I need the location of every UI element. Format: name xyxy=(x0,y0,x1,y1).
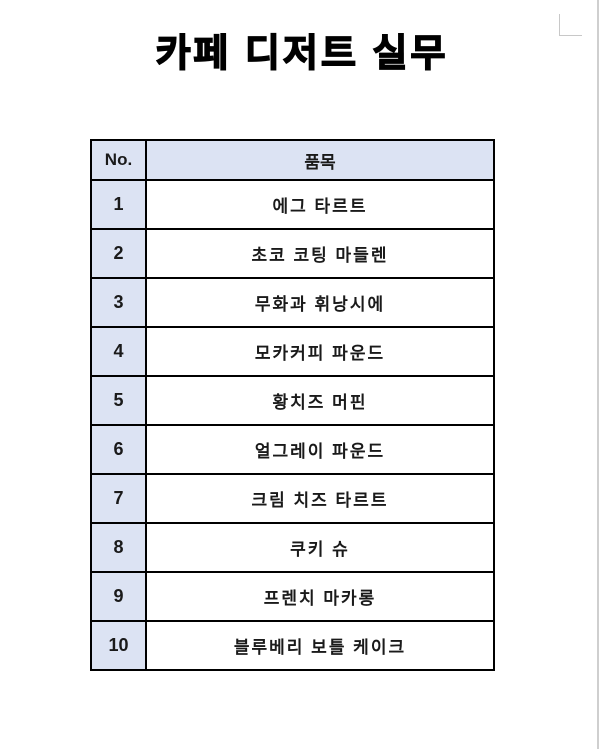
table-row: 6 얼그레이 파운드 xyxy=(90,424,495,475)
table-row: 9 프렌치 마카롱 xyxy=(90,571,495,622)
item-name-cell: 프렌치 마카롱 xyxy=(145,571,495,622)
item-name-cell: 초코 코팅 마들렌 xyxy=(145,228,495,279)
page-title: 카페 디저트 실무 xyxy=(155,32,449,76)
item-name-cell: 블루베리 보틀 케이크 xyxy=(145,620,495,671)
item-name-cell: 모카커피 파운드 xyxy=(145,326,495,377)
column-header-item: 품목 xyxy=(145,139,495,181)
item-name-cell: 얼그레이 파운드 xyxy=(145,424,495,475)
table-header-row: No. 품목 xyxy=(90,139,495,181)
page-edge-line xyxy=(597,0,599,749)
table-row: 10 블루베리 보틀 케이크 xyxy=(90,620,495,671)
row-number-cell: 7 xyxy=(90,473,147,524)
row-number-cell: 2 xyxy=(90,228,147,279)
table-row: 5 황치즈 머핀 xyxy=(90,375,495,426)
item-name-cell: 황치즈 머핀 xyxy=(145,375,495,426)
table-row: 2 초코 코팅 마들렌 xyxy=(90,228,495,279)
margin-corner-mark-icon xyxy=(559,14,582,36)
table-row: 7 크림 치즈 타르트 xyxy=(90,473,495,524)
table-row: 8 쿠키 슈 xyxy=(90,522,495,573)
row-number-cell: 8 xyxy=(90,522,147,573)
row-number-cell: 3 xyxy=(90,277,147,328)
item-name-cell: 쿠키 슈 xyxy=(145,522,495,573)
table-row: 3 무화과 휘낭시에 xyxy=(90,277,495,328)
row-number-cell: 9 xyxy=(90,571,147,622)
row-number-cell: 1 xyxy=(90,179,147,230)
table-row: 1 에그 타르트 xyxy=(90,179,495,230)
item-name-cell: 에그 타르트 xyxy=(145,179,495,230)
item-name-cell: 무화과 휘낭시에 xyxy=(145,277,495,328)
dessert-table: No. 품목 1 에그 타르트 2 초코 코팅 마들렌 3 무화과 휘낭시에 4… xyxy=(90,139,495,671)
column-header-no: No. xyxy=(90,139,147,181)
row-number-cell: 10 xyxy=(90,620,147,671)
table-row: 4 모카커피 파운드 xyxy=(90,326,495,377)
row-number-cell: 5 xyxy=(90,375,147,426)
row-number-cell: 4 xyxy=(90,326,147,377)
row-number-cell: 6 xyxy=(90,424,147,475)
item-name-cell: 크림 치즈 타르트 xyxy=(145,473,495,524)
